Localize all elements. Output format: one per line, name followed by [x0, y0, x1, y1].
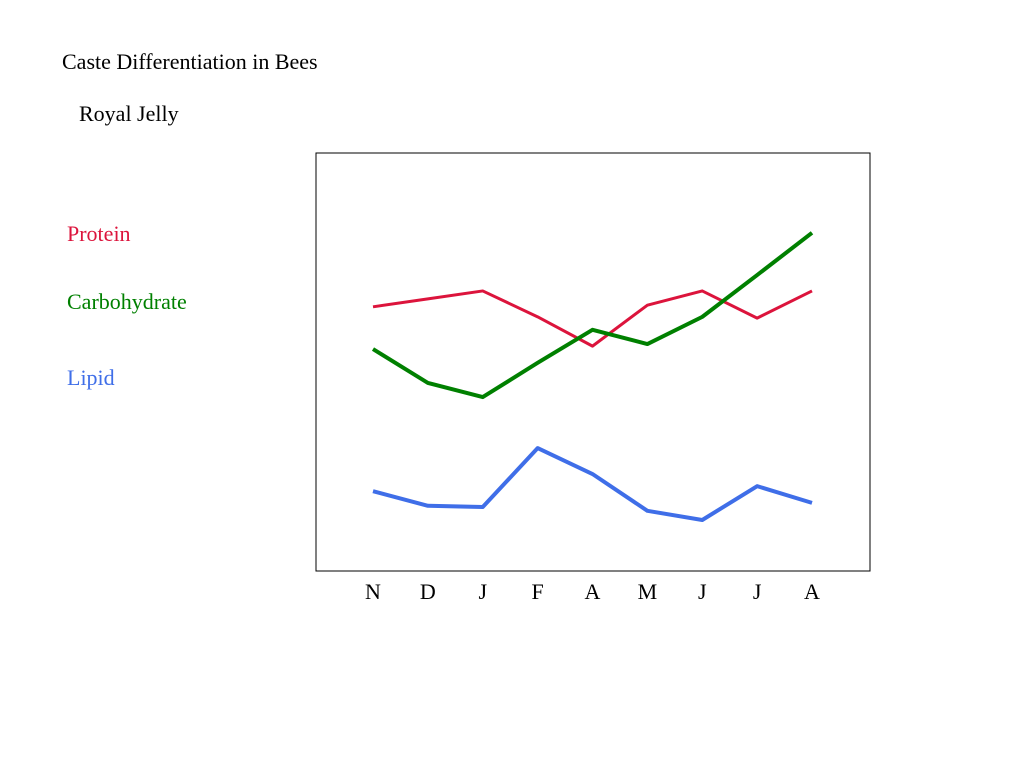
series-line [371, 231, 814, 400]
series-line [372, 289, 813, 348]
x-tick-label: J [478, 579, 487, 604]
x-tick-label: N [365, 579, 381, 604]
chart-title: Caste Differentiation in Bees [62, 49, 318, 74]
series-line [372, 446, 813, 523]
legend-label: Carbohydrate [67, 289, 187, 314]
x-tick-label: A [804, 579, 820, 604]
legend-label: Protein [67, 221, 131, 246]
x-tick-label: M [638, 579, 658, 604]
x-tick-label: J [698, 579, 707, 604]
x-tick-label: F [532, 579, 544, 604]
legend-label: Lipid [67, 365, 115, 390]
x-tick-label: D [420, 579, 436, 604]
chart-subtitle: Royal Jelly [79, 101, 179, 126]
x-tick-label: A [585, 579, 601, 604]
plot-frame [315, 152, 871, 572]
x-tick-label: J [753, 579, 762, 604]
